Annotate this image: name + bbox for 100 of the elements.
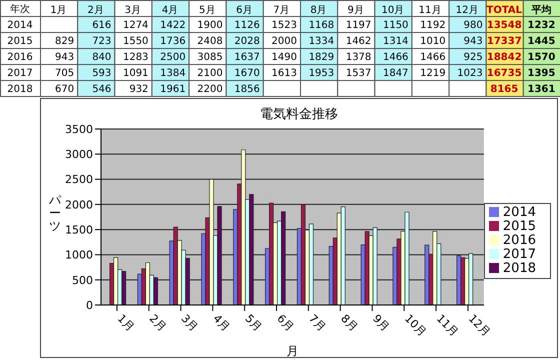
x-tick-label: 5月 xyxy=(242,312,264,334)
x-tick-label: 8月 xyxy=(310,5,327,16)
x-tick-label: 4月 xyxy=(162,5,178,16)
x-tick-label: 7月 xyxy=(306,312,328,334)
y-axis-title: 年次 xyxy=(10,3,30,15)
data-label: 1570 xyxy=(528,52,556,63)
chart-title: 電気料金推移 xyxy=(259,106,339,123)
data-label: 616 xyxy=(92,20,112,31)
x-tick-label: 10月 xyxy=(402,312,429,339)
data-label: 925 xyxy=(464,52,483,63)
data-label: 1274 xyxy=(122,20,148,31)
legend-label: 2015 xyxy=(502,219,536,234)
x-tick-label: 2月 xyxy=(146,312,169,334)
y-tick-label: 3000 xyxy=(65,148,93,162)
data-label: 670 xyxy=(55,84,74,95)
data-label: 1523 xyxy=(272,20,297,31)
data-label: 1010 xyxy=(420,36,446,47)
data-label: 2500 xyxy=(160,52,186,63)
data-label: 1126 xyxy=(234,20,260,31)
legend-label: 2017 xyxy=(502,247,536,262)
data-label: 1829 xyxy=(308,52,334,63)
x-tick-label: 3月 xyxy=(124,5,142,16)
data-label: 1953 xyxy=(308,68,334,79)
data-label: 705 xyxy=(55,68,74,79)
x-tick-label: 11月 xyxy=(418,5,442,16)
data-label: 1961 xyxy=(160,84,186,95)
data-label: 1613 xyxy=(272,68,297,79)
data-label: 932 xyxy=(129,84,148,95)
x-tick-label: TOTAL xyxy=(486,5,523,16)
x-tick-label: 6月 xyxy=(274,312,296,334)
data-label: 18842 xyxy=(486,52,522,63)
y-tick-label: 500 xyxy=(72,274,93,287)
y-tick-label: 1000 xyxy=(65,248,93,262)
data-label: 2028 xyxy=(234,36,260,47)
x-tick-label: 1月 xyxy=(114,312,137,334)
x-tick-label: 2月 xyxy=(88,5,104,16)
y-tick-label: 2017 xyxy=(7,68,33,79)
data-label: 1384 xyxy=(160,68,186,79)
data-label: 943 xyxy=(464,36,483,47)
y-axis-title: パーツ xyxy=(48,193,62,233)
x-tick-label: 7月 xyxy=(273,5,290,16)
data-label: 1334 xyxy=(308,36,334,47)
y-tick-label: 2000 xyxy=(65,198,93,212)
data-label: 943 xyxy=(55,52,74,63)
x-tick-label: 1月 xyxy=(50,5,67,16)
x-tick-label: 9月 xyxy=(370,312,392,334)
data-label: 1283 xyxy=(122,52,148,63)
data-label: 1490 xyxy=(272,52,297,63)
data-label: 2000 xyxy=(272,36,297,47)
x-tick-label: 6月 xyxy=(236,5,252,16)
data-label: 1445 xyxy=(528,36,556,47)
data-label: 1856 xyxy=(234,84,260,95)
data-label: 1192 xyxy=(420,20,446,31)
x-tick-label: 8月 xyxy=(338,312,360,334)
data-label: 546 xyxy=(92,84,112,95)
y-tick-label: 2018 xyxy=(7,84,33,95)
data-label: 2100 xyxy=(197,68,223,79)
x-tick-label: 10月 xyxy=(381,5,404,16)
data-label: 1378 xyxy=(346,52,372,63)
y-tick-label: 3500 xyxy=(65,122,93,136)
data-label: 1023 xyxy=(457,68,483,79)
data-label: 1091 xyxy=(122,68,148,79)
data-label: 2408 xyxy=(197,36,223,47)
y-tick-label: 2015 xyxy=(7,36,33,47)
data-label: 1847 xyxy=(382,68,408,79)
x-tick-label: 平均 xyxy=(530,4,552,16)
x-tick-label: 12月 xyxy=(456,5,479,16)
x-tick-label: 11月 xyxy=(434,312,461,339)
data-label: 1736 xyxy=(160,36,186,47)
x-tick-label: 3月 xyxy=(178,312,201,334)
y-tick-label: 2014 xyxy=(7,20,33,31)
x-tick-label: 12月 xyxy=(466,312,493,339)
data-label: 1550 xyxy=(122,36,148,47)
data-label: 13548 xyxy=(486,20,522,31)
data-label: 1232 xyxy=(528,20,556,31)
data-label: 1361 xyxy=(528,84,556,95)
data-label: 1900 xyxy=(197,20,223,31)
legend-label: 2016 xyxy=(502,233,536,248)
data-label: 1462 xyxy=(346,36,372,47)
data-label: 723 xyxy=(92,36,112,47)
data-label: 840 xyxy=(92,52,112,63)
data-label: 17337 xyxy=(486,36,522,47)
x-tick-label: 4月 xyxy=(210,312,232,334)
data-label: 1422 xyxy=(160,20,186,31)
data-label: 16735 xyxy=(486,68,522,79)
data-label: 1395 xyxy=(528,68,556,79)
data-label: 1168 xyxy=(308,20,334,31)
data-label: 593 xyxy=(92,68,112,79)
data-label: 3085 xyxy=(197,52,223,63)
legend-label: 2018 xyxy=(502,261,536,276)
data-label: 1466 xyxy=(382,52,408,63)
data-label: 1314 xyxy=(382,36,408,47)
data-label: 829 xyxy=(55,36,74,47)
data-label: 2200 xyxy=(197,84,223,95)
data-label: 1219 xyxy=(420,68,446,79)
legend-label: 2014 xyxy=(502,205,536,220)
data-label: 1150 xyxy=(382,20,408,31)
y-tick-label: 0 xyxy=(86,298,93,312)
x-tick-label: 9月 xyxy=(348,5,364,16)
y-tick-label: 2016 xyxy=(7,52,33,63)
